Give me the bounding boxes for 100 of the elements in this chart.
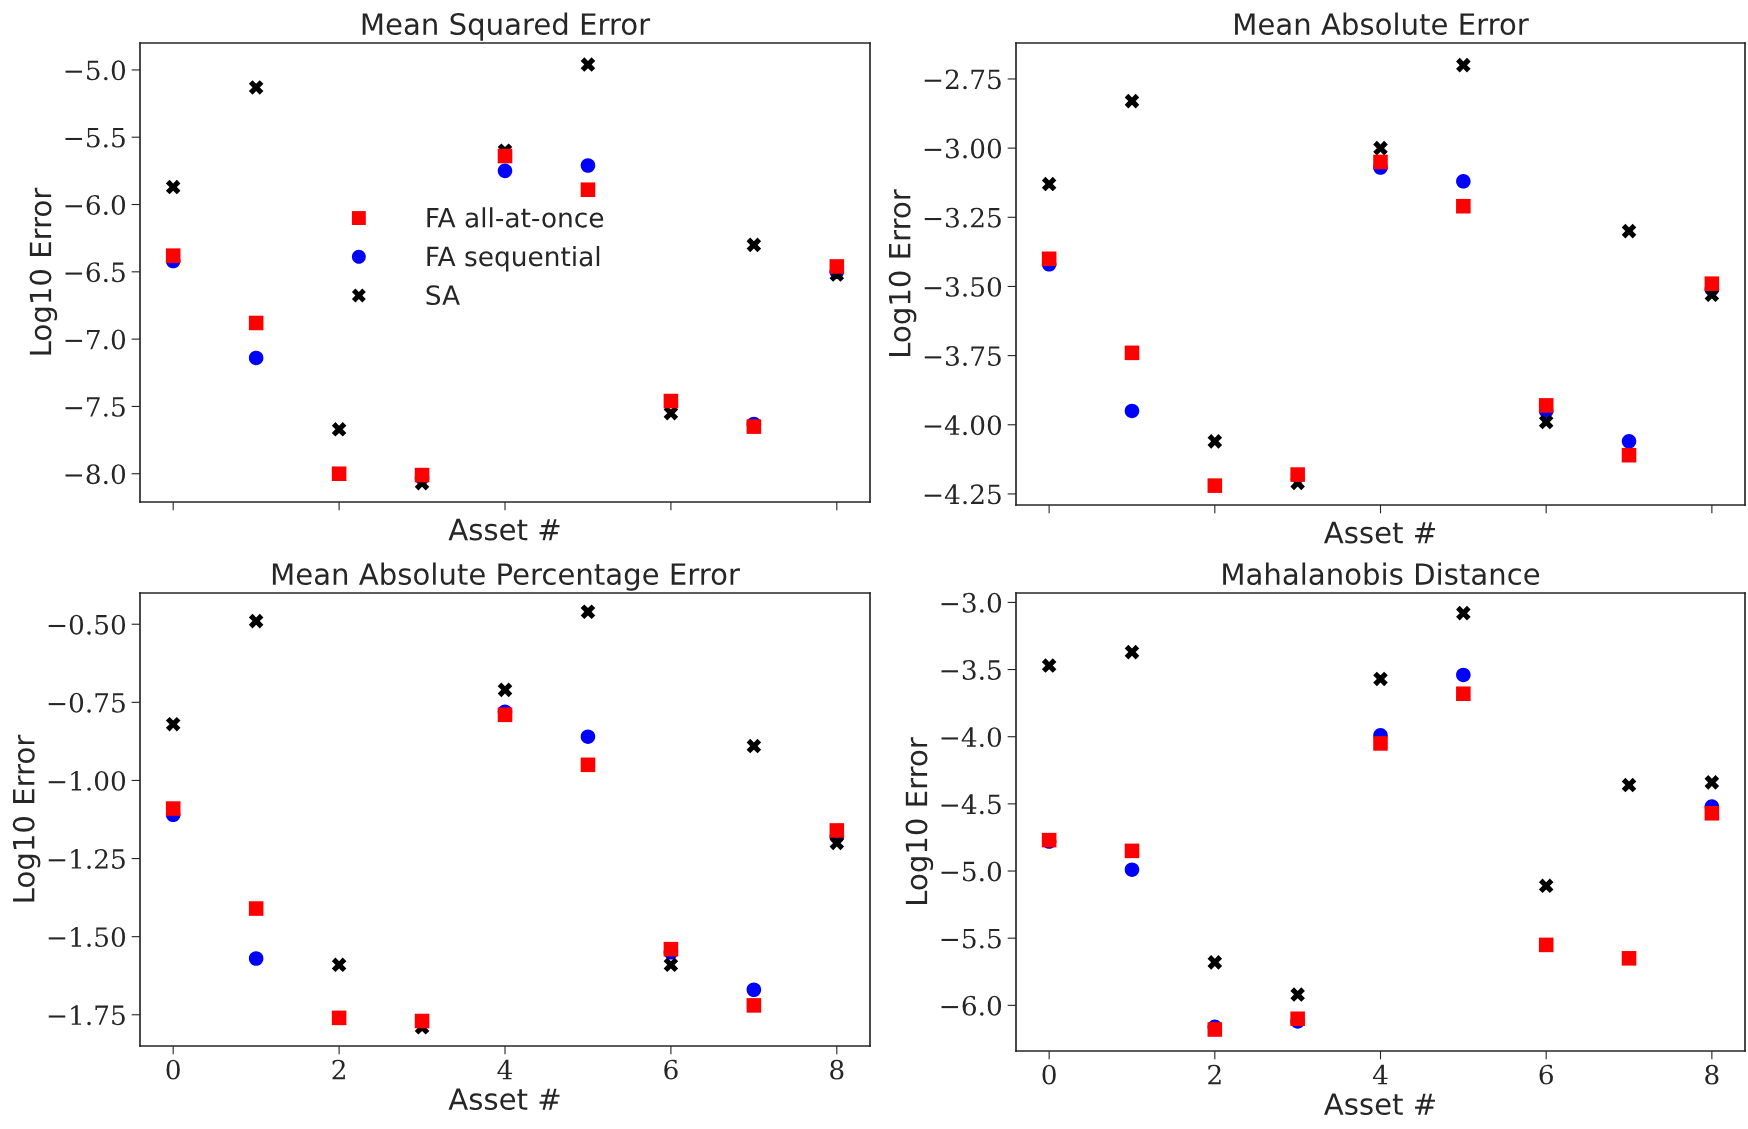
y-tick-label: −5.0 — [941, 861, 1002, 882]
point — [1041, 176, 1057, 192]
point — [746, 998, 762, 1013]
y-tick-label: −4.5 — [941, 794, 1001, 815]
point — [663, 957, 679, 973]
y-axis-title: Log10 Error — [29, 187, 58, 355]
point — [1290, 467, 1305, 482]
point — [497, 163, 513, 179]
point — [1207, 955, 1223, 970]
y-tick-label: −1.75 — [48, 1005, 125, 1026]
point — [497, 682, 513, 698]
y-tick-label: −4.00 — [924, 415, 1002, 436]
point — [1538, 878, 1554, 894]
chart-title: Mean Absolute Percentage Error — [272, 562, 740, 591]
point — [1456, 198, 1471, 214]
point — [580, 57, 596, 72]
point — [248, 951, 264, 966]
y-tick-label: −3.75 — [924, 346, 1001, 367]
legend-label: FA all-at-once — [427, 207, 604, 228]
point — [1124, 403, 1140, 419]
x-tick-label: 8 — [830, 1059, 844, 1080]
point — [331, 466, 347, 482]
point — [1456, 605, 1471, 621]
y-axis-title: Log10 Error — [12, 734, 41, 902]
point — [165, 801, 181, 816]
y-tick-label: −3.50 — [924, 276, 1002, 297]
point — [1621, 447, 1637, 463]
point — [1124, 843, 1140, 859]
point — [248, 613, 264, 629]
point — [1373, 154, 1388, 170]
point — [331, 422, 347, 437]
point — [1041, 251, 1057, 267]
y-tick-label: −5.5 — [941, 928, 1001, 949]
x-axis-title: Asset # — [1324, 521, 1435, 544]
point — [580, 729, 596, 744]
point — [829, 823, 845, 838]
y-tick-label: −3.00 — [924, 138, 1002, 159]
point — [1373, 140, 1388, 156]
y-tick-label: −3.5 — [941, 660, 1001, 680]
point — [1621, 951, 1637, 966]
point — [165, 248, 181, 263]
point — [1373, 671, 1388, 687]
point — [1538, 398, 1554, 413]
point — [1124, 93, 1140, 109]
point — [1207, 434, 1223, 449]
point — [1621, 777, 1637, 793]
point — [1704, 805, 1720, 821]
y-tick-label: −3.0 — [941, 592, 1002, 613]
point — [746, 237, 762, 253]
point — [1456, 667, 1471, 683]
point — [663, 393, 679, 409]
y-tick-label: −1.50 — [48, 927, 126, 948]
x-tick-label: 4 — [1372, 1064, 1388, 1085]
y-tick-label: −7.0 — [65, 329, 126, 350]
point — [248, 350, 264, 366]
x-tick-label: 6 — [664, 1059, 678, 1080]
y-tick-label: −2.75 — [924, 69, 1001, 90]
point — [165, 179, 181, 195]
point — [1621, 434, 1637, 449]
y-axis-title: Log10 Error — [905, 737, 934, 904]
point — [331, 1010, 347, 1026]
point — [580, 158, 596, 173]
point — [165, 716, 181, 732]
x-tick-label: 6 — [1539, 1064, 1553, 1085]
y-tick-label: −4.25 — [924, 484, 1001, 505]
point — [1704, 276, 1720, 291]
x-tick-label: 4 — [497, 1059, 513, 1080]
y-axis-title: Log10 Error — [888, 189, 917, 356]
x-tick-label: 8 — [1705, 1064, 1719, 1085]
y-tick-label: −5.0 — [65, 60, 126, 81]
x-tick-label: 2 — [1208, 1064, 1221, 1085]
y-tick-label: −5.5 — [65, 128, 125, 148]
x-axis-title: Asset # — [448, 518, 560, 541]
y-tick-label: −3.25 — [924, 207, 1001, 228]
x-tick-label: 2 — [332, 1059, 345, 1080]
point — [1456, 686, 1471, 702]
point — [829, 835, 845, 851]
x-axis-title: Asset # — [448, 1088, 560, 1111]
point — [1456, 174, 1471, 189]
point — [1704, 775, 1720, 790]
chart-title: Mahalanobis Distance — [1223, 562, 1540, 586]
point — [497, 707, 513, 723]
point — [331, 957, 347, 973]
y-tick-label: −8.0 — [65, 464, 126, 485]
point — [1290, 987, 1305, 1002]
point — [1456, 57, 1471, 73]
y-tick-label: −0.75 — [48, 692, 125, 713]
point — [1538, 937, 1554, 953]
point — [580, 604, 596, 620]
y-tick-label: −1.25 — [48, 848, 125, 869]
point — [248, 80, 264, 95]
point — [414, 1013, 430, 1029]
x-tick-label: 0 — [1042, 1064, 1056, 1085]
point — [1373, 736, 1388, 751]
point — [580, 757, 596, 773]
point — [1124, 862, 1140, 877]
point — [248, 315, 264, 331]
point — [746, 738, 762, 754]
point — [1124, 345, 1140, 361]
point — [580, 182, 596, 197]
